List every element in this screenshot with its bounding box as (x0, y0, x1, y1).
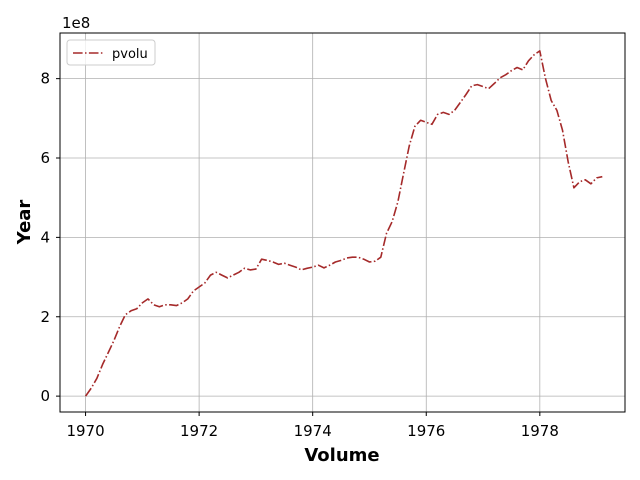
legend-label: pvolu (112, 47, 148, 62)
series-line-pvolu (84, 50, 603, 397)
x-axis-label: Volume (304, 445, 379, 466)
grid-lines (60, 33, 625, 412)
y-tick-label: 0 (40, 387, 50, 405)
legend: pvolu (66, 39, 156, 66)
legend-box (66, 39, 156, 66)
y-tick-label: 2 (40, 308, 50, 326)
series-lines (84, 50, 603, 397)
y-tick-label: 4 (40, 228, 50, 246)
x-tick-label: 1976 (407, 422, 445, 440)
x-tick-label: 1972 (180, 422, 218, 440)
plot-frame (59, 32, 626, 413)
y-axis: 0 2 4 6 8 (40, 70, 60, 405)
x-tick-label: 1970 (66, 422, 104, 440)
y-axis-label: Year (14, 200, 35, 246)
x-tick-label: 1978 (521, 422, 559, 440)
y-tick-label: 8 (40, 70, 50, 88)
x-axis: 1970 1972 1974 1976 1978 (66, 412, 559, 440)
y-offset-text: 1e8 (62, 14, 90, 32)
y-tick-label: 6 (40, 149, 50, 167)
x-tick-label: 1974 (294, 422, 332, 440)
